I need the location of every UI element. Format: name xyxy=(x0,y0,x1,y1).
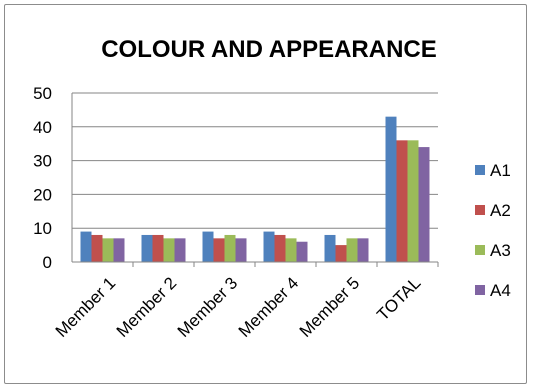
x-category-label: Member 2 xyxy=(113,273,181,341)
bar-a2-member-4 xyxy=(274,234,286,262)
y-tick-label: 40 xyxy=(33,118,52,137)
legend-swatch-a4 xyxy=(475,285,485,295)
bars xyxy=(80,116,430,262)
y-tick-label: 30 xyxy=(33,152,52,171)
legend-label-a2: A2 xyxy=(490,201,511,220)
bar-a3-member-2 xyxy=(163,238,175,262)
legend-swatch-a1 xyxy=(475,165,485,175)
bar-a3-member-1 xyxy=(102,238,114,262)
legend-label-a4: A4 xyxy=(490,281,511,300)
legend-swatch-a2 xyxy=(475,205,485,215)
x-category-label: Member 5 xyxy=(296,273,364,341)
bar-a4-total xyxy=(418,147,430,262)
bar-a4-member-4 xyxy=(296,241,308,262)
y-axis-ticks: 0 10 20 30 40 50 xyxy=(33,84,52,272)
x-category-label: TOTAL xyxy=(373,273,424,324)
bar-a1-member-3 xyxy=(202,231,214,262)
legend-swatch-a3 xyxy=(475,245,485,255)
bar-a3-total xyxy=(407,140,419,262)
bar-a3-member-3 xyxy=(224,234,236,262)
bar-a1-member-4 xyxy=(263,231,275,262)
bar-a4-member-2 xyxy=(174,238,186,262)
bar-a4-member-1 xyxy=(113,238,125,262)
bar-a3-member-4 xyxy=(285,238,297,262)
bar-a2-member-3 xyxy=(213,238,225,262)
bar-a1-member-2 xyxy=(141,234,153,262)
y-tick-label: 10 xyxy=(33,219,52,238)
bar-a4-member-5 xyxy=(357,238,369,262)
x-axis xyxy=(71,93,439,267)
legend-label-a1: A1 xyxy=(490,161,511,180)
y-tick-label: 20 xyxy=(33,185,52,204)
bar-a2-member-2 xyxy=(152,234,164,262)
gridlines xyxy=(72,92,438,229)
chart-title: COLOUR AND APPEARANCE xyxy=(101,36,437,63)
y-tick-label: 50 xyxy=(33,84,52,103)
bar-a3-member-5 xyxy=(346,238,358,262)
y-tick-label: 0 xyxy=(43,253,52,272)
bar-a1-total xyxy=(385,116,397,262)
bar-a2-member-5 xyxy=(335,245,347,262)
bar-a2-total xyxy=(396,140,408,262)
x-category-label: Member 4 xyxy=(235,273,303,341)
legend: A1 A2 A3 A4 xyxy=(475,161,511,300)
bar-a1-member-5 xyxy=(324,234,336,262)
bar-a4-member-3 xyxy=(235,238,247,262)
x-category-label: Member 1 xyxy=(52,273,120,341)
legend-label-a3: A3 xyxy=(490,241,511,260)
x-category-label: Member 3 xyxy=(174,273,242,341)
bar-a1-member-1 xyxy=(80,231,92,262)
bar-a2-member-1 xyxy=(91,234,103,262)
